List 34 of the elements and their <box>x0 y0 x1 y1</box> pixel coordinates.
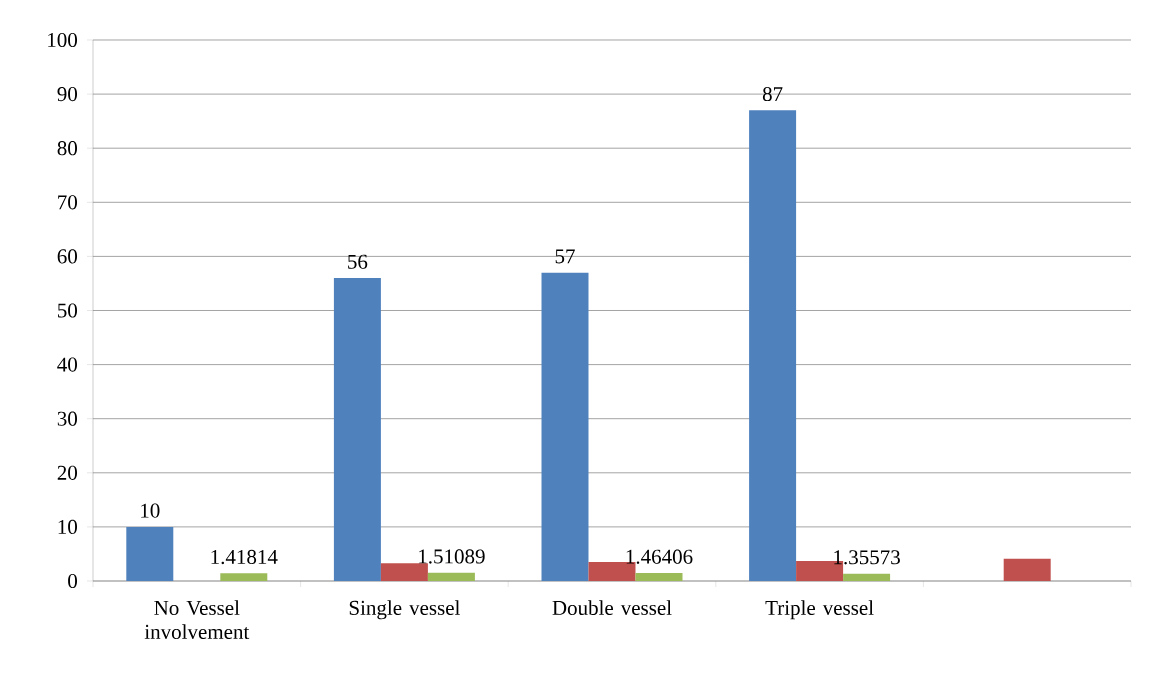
bar <box>635 573 683 581</box>
bar <box>843 573 891 581</box>
y-tick-label: 50 <box>58 303 78 318</box>
data-label: 1.41814 <box>211 549 278 565</box>
bar <box>541 272 589 581</box>
data-label: 1.51089 <box>419 549 485 564</box>
x-tick-label: No Vessel involvement <box>144 600 250 639</box>
y-tick-label: 70 <box>58 195 78 210</box>
bar <box>126 526 174 581</box>
y-tick-label: 10 <box>58 519 78 534</box>
data-label: 57 <box>555 249 575 264</box>
x-tick-label: Single vessel <box>349 600 460 620</box>
y-tick-label: 60 <box>57 249 78 264</box>
data-label: 1.35573 <box>834 550 900 565</box>
data-label: 1.46406 <box>626 549 693 564</box>
bar <box>1003 558 1051 581</box>
bar <box>749 110 797 581</box>
data-label: 87 <box>762 86 783 102</box>
bar <box>220 573 268 581</box>
bar <box>588 562 636 581</box>
x-tick-label: Double vessel <box>552 600 672 615</box>
data-label: 10 <box>141 503 160 518</box>
y-tick-label: 40 <box>57 357 78 372</box>
x-tick-label: Triple vessel <box>765 600 874 620</box>
bar <box>333 278 381 581</box>
bar <box>427 572 475 581</box>
y-tick-label: 90 <box>57 87 78 102</box>
data-label: 56 <box>348 254 368 269</box>
y-tick-label: 20 <box>57 465 78 480</box>
bar <box>380 563 428 581</box>
y-tick-label: 0 <box>68 573 78 589</box>
y-tick-label: 80 <box>57 141 78 156</box>
y-tick-label: 100 <box>48 32 78 48</box>
y-tick-label: 30 <box>57 411 78 426</box>
